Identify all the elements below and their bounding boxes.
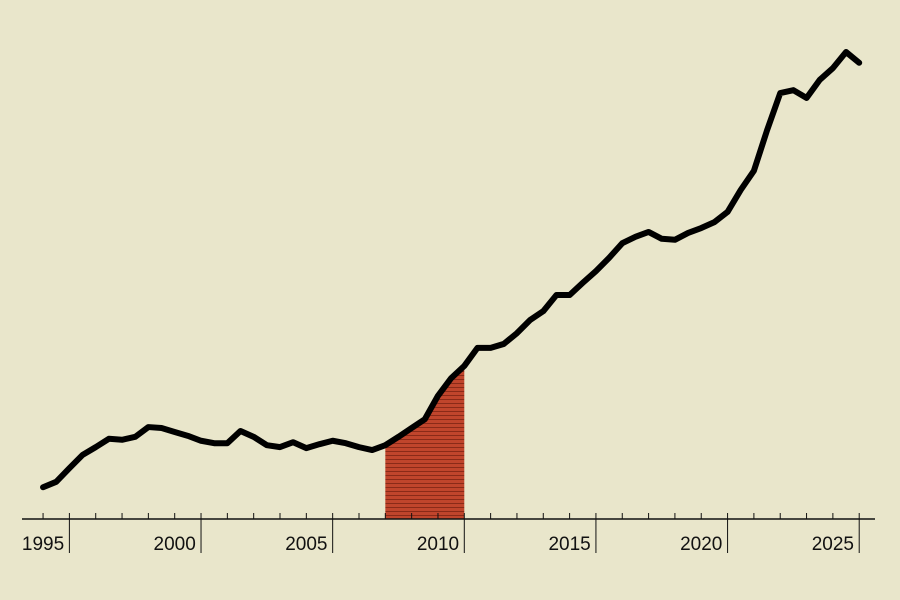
x-tick-label: 2010 <box>417 534 459 555</box>
x-tick-label: 2020 <box>680 534 722 555</box>
x-tick-label: 2000 <box>154 534 196 555</box>
line <box>40 49 863 491</box>
x-tick-label: 2025 <box>812 534 854 555</box>
x-tick-label: 1995 <box>22 534 64 555</box>
highlight-area <box>385 365 465 519</box>
x-tick-label: 2005 <box>285 534 327 555</box>
x-tick-label: 2015 <box>548 534 590 555</box>
